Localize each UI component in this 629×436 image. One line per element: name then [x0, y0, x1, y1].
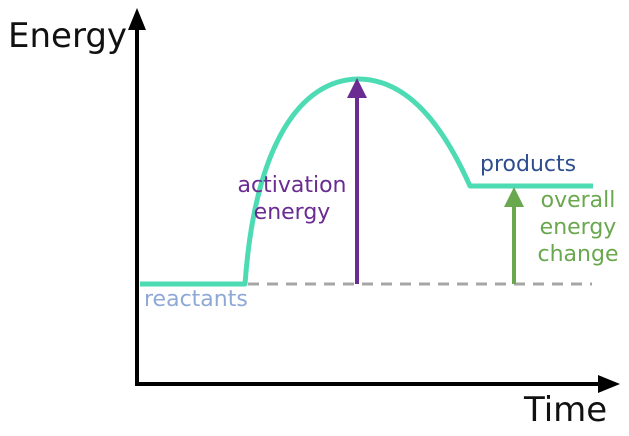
- activation-energy-label-line-1: activation: [237, 173, 347, 198]
- reactants-label: reactants: [144, 287, 248, 312]
- products-label: products: [480, 152, 577, 177]
- reaction-energy-curve: [140, 76, 593, 287]
- overall-change-arrowhead-icon: [504, 187, 524, 207]
- overall-energy-change-label: overall energy change: [528, 187, 628, 268]
- overall-energy-change-label-line-2: energy: [539, 215, 617, 240]
- activation-energy-label: activation energy: [232, 172, 352, 226]
- x-axis-label: Time: [524, 390, 608, 430]
- overall-energy-change-label-line-1: overall: [540, 188, 616, 213]
- x-axis-arrowhead-icon: [598, 375, 620, 393]
- activation-energy-label-line-2: energy: [253, 200, 331, 225]
- y-axis-label: Energy: [8, 16, 128, 56]
- overall-energy-change-label-line-3: change: [537, 242, 619, 267]
- y-axis-arrowhead-icon: [128, 8, 146, 30]
- activation-energy-arrowhead-icon: [347, 78, 367, 98]
